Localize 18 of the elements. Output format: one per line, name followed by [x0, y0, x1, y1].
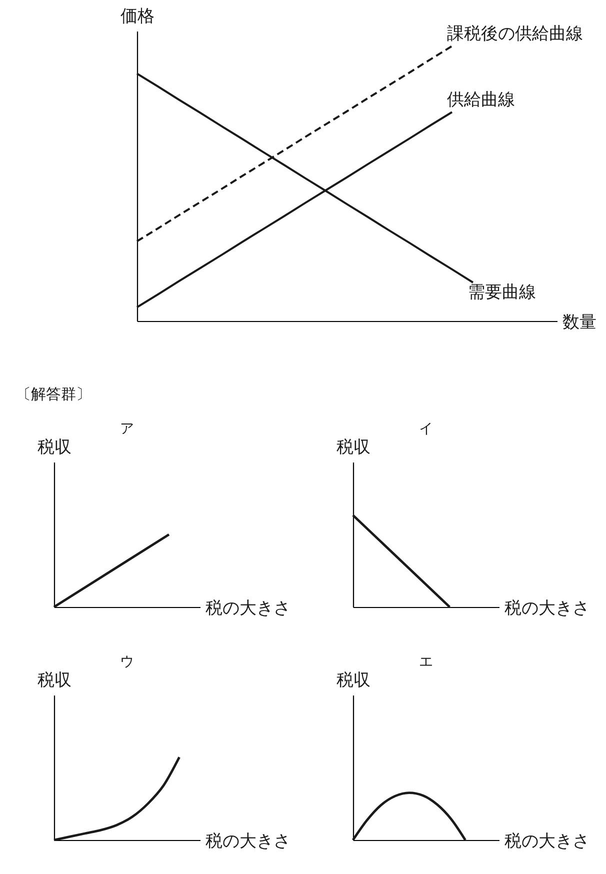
y-axis-title: 税収 — [38, 438, 72, 458]
series-label: 需要曲線 — [468, 282, 536, 303]
x-axis-title: 税の大きさ — [504, 598, 590, 618]
x-axis-title: 税の大きさ — [504, 832, 590, 852]
chart-title: ウ — [120, 654, 134, 670]
text: 〔解答群〕 — [16, 385, 91, 403]
series-label: 課税後の供給曲線 — [447, 24, 583, 44]
x-axis-title: 数量 — [562, 312, 596, 332]
x-axis-title: 税の大きさ — [206, 598, 290, 618]
chart-title: イ — [419, 421, 433, 437]
chart-title: エ — [419, 654, 433, 670]
x-axis-title: 税の大きさ — [206, 832, 290, 852]
y-axis-title: 税収 — [38, 670, 72, 690]
series-label: 供給曲線 — [447, 90, 515, 110]
y-axis-title: 税収 — [336, 438, 370, 458]
y-axis-title: 価格 — [120, 6, 154, 26]
y-axis-title: 税収 — [336, 670, 370, 690]
chart-title: ア — [120, 421, 134, 437]
